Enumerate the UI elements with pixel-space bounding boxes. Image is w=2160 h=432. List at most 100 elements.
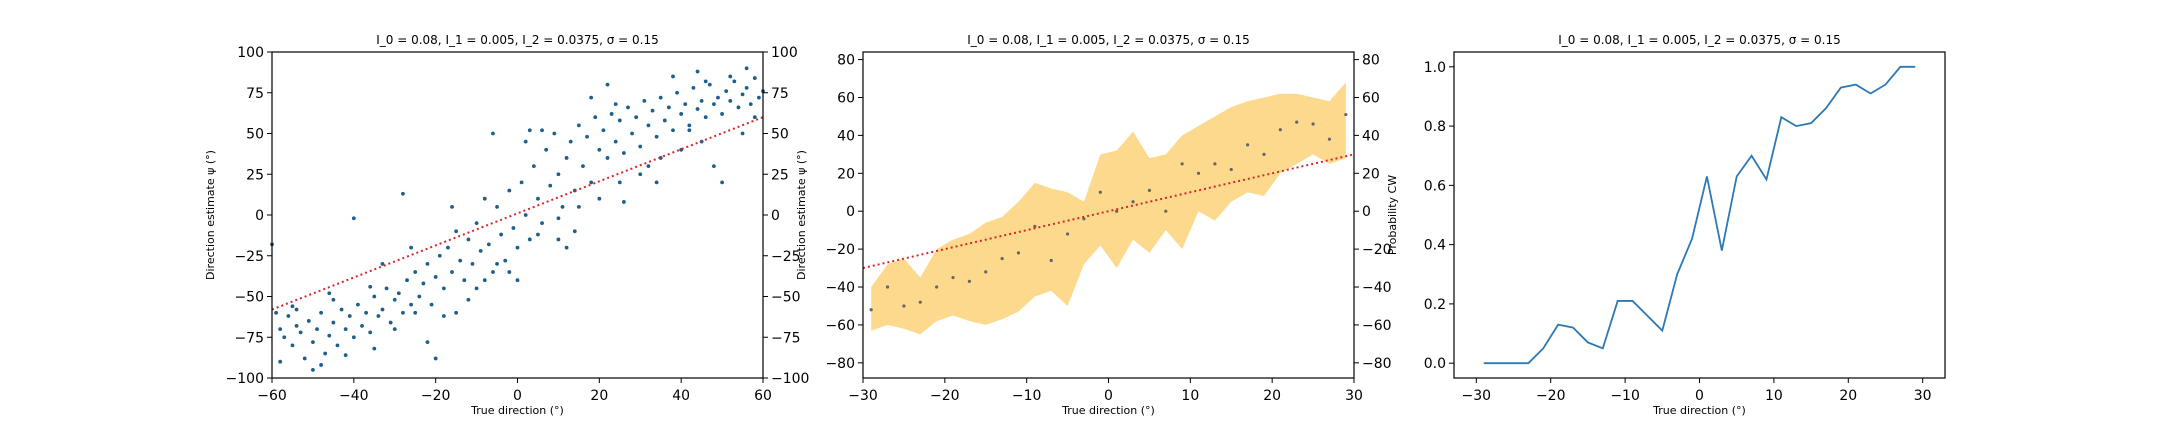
scatter-point [372,294,377,299]
scatter-point [339,307,344,312]
scatter-point [589,180,594,185]
scatter-point [617,118,622,123]
mean-point [1000,256,1004,261]
y-tick-label: −80 [825,356,855,372]
scatter-point [327,291,332,296]
scatter-point [405,278,409,283]
scatter-point [454,229,459,234]
scatter-point [536,232,540,237]
scatter-point [356,302,360,307]
right-y-tick-label: 20 [1362,166,1380,182]
y-tick-label: −25 [234,249,264,265]
mean-point [1278,128,1282,132]
scatter-point [671,128,675,133]
scatter-point [519,180,524,185]
scatter-point [515,278,520,283]
scatter-point [712,164,716,169]
scatter-point [298,330,303,335]
right-y-tick-label: −75 [771,330,801,346]
mean-point [984,270,988,274]
y-axis-label: Direction estimate ψ (°) [204,150,217,280]
scatter-point [368,284,373,289]
scatter-point [630,131,634,136]
mean-point [885,285,890,289]
x-tick-label: −10 [1012,388,1042,404]
scatter-point [331,320,336,325]
scatter-point [646,123,651,128]
mean-point [902,304,906,308]
mean-point [967,279,971,283]
scatter-point [409,245,414,250]
scatter-point [331,297,336,302]
x-tick-label: −20 [930,388,960,404]
scatter-point [621,151,626,155]
right-y-tick-label: −20 [1362,242,1392,258]
scatter-point [413,270,418,274]
mean-point [1344,112,1348,117]
scatter-point [695,69,700,74]
scatter-point [752,115,757,120]
scatter-point [740,92,745,97]
x-tick-label: −30 [1462,388,1492,404]
scatter-point [466,237,471,242]
scatter-point [597,147,602,152]
mean-point [1115,209,1119,213]
mean-point [1033,224,1037,228]
mean-point [1016,251,1021,255]
scatter-point [679,112,684,116]
scatter-point [478,248,483,253]
scatter-point [278,359,283,364]
scatter-point [548,183,553,188]
right-y-tick-label: −50 [771,290,801,306]
scatter-point [458,258,463,263]
scatter-point [495,204,499,209]
plot-frame [1453,51,1946,379]
scatter-point [343,327,348,331]
x-tick-label: −30 [848,388,878,404]
scatter-point [724,89,729,94]
scatter-point [274,310,278,315]
mean-point [935,285,939,289]
chart-panel-1: −60 −40 −20 0 20 40 60−100−75−50−250255075100−… [204,33,809,417]
scatter-point [671,74,675,79]
scatter-point [695,107,700,111]
x-tick-label: −20 [1536,388,1566,404]
y-tick-label: −60 [825,318,855,334]
scatter-point [687,128,692,133]
y-tick-label: −100 [226,371,264,387]
scatter-point [441,314,446,318]
scatter-point [540,128,544,133]
y-tick-label: 80 [837,53,855,69]
scatter-point [654,180,659,185]
scatter-point [527,128,532,133]
scatter-point [638,172,643,177]
scatter-point [433,275,438,279]
scatter-point [638,144,643,149]
scatter-point [552,131,557,136]
right-y-tick-label: 100 [771,45,798,61]
scatter-point [740,131,745,136]
scatter-point [286,314,291,318]
mean-point [869,308,873,312]
y-tick-label: −40 [825,280,855,296]
scatter-point [388,320,393,325]
scatter-point [335,343,340,348]
y-axis-label: Probability CW [1386,175,1399,255]
scatter-point [372,346,377,351]
scatter-point [527,237,532,242]
right-y-tick-label: 50 [771,127,789,143]
y-axis-label: Direction estimate ψ (°) [795,150,808,280]
scatter-point [757,95,761,100]
scatter-point [446,245,450,250]
scatter-point [433,356,438,361]
scatter-point [699,99,704,103]
right-y-tick-label: 25 [771,167,789,183]
scatter-point [507,188,512,193]
scatter-point [589,95,594,100]
right-y-tick-label: −40 [1362,280,1392,296]
mean-point [918,300,922,304]
scatter-point [294,307,299,312]
scatter-point [327,333,332,338]
scatter-point [503,258,508,263]
scatter-point [568,139,573,144]
